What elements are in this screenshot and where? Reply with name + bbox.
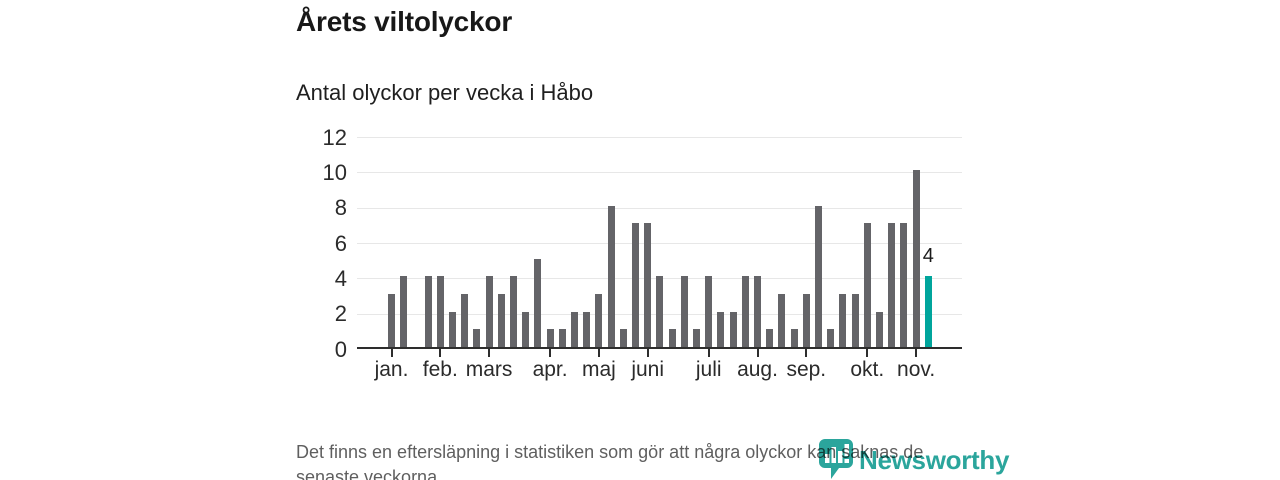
y-tick-label: 6 [334, 230, 347, 256]
x-tick-mars [488, 349, 491, 357]
bar-week-22 [644, 223, 652, 347]
bar-week-38 [839, 294, 847, 347]
x-tick-okt [866, 349, 869, 357]
bar-week-20 [619, 329, 627, 347]
bar-week-6 [449, 311, 456, 347]
bar-week-39 [851, 294, 859, 347]
bar-week-18 [595, 294, 603, 347]
bar-week-34 [790, 329, 798, 347]
bar-week-45 [924, 276, 932, 347]
bar-week-9 [485, 276, 493, 347]
bar-week-7 [461, 294, 469, 347]
bar-week-17 [583, 311, 591, 347]
bar-week-23 [656, 276, 664, 347]
bar-week-15 [558, 329, 566, 347]
x-tick-juli [707, 349, 710, 357]
footer-note-line1: Det finns en eftersläpning i statistiken… [296, 442, 924, 462]
bar-week-1 [388, 294, 395, 347]
newsworthy-logo-icon [819, 439, 853, 479]
bar-week-28 [717, 311, 725, 347]
y-tick-label: 0 [334, 336, 347, 362]
newsworthy-logo-text: Newsworthy [859, 445, 1010, 475]
x-tick-jan [390, 349, 393, 357]
bar-week-14 [546, 329, 554, 347]
x-tick-juni [646, 349, 649, 357]
x-tick-label-maj: maj [581, 358, 616, 381]
footer-note: Det finns en eftersläpning i statistiken… [296, 440, 923, 480]
x-tick-apr [549, 349, 552, 357]
bar-week-12 [522, 311, 530, 347]
x-tick-label-jan: jan. [374, 358, 409, 381]
bar-week-30 [741, 276, 749, 347]
bar-week-26 [693, 329, 700, 347]
highlight-value-label: 4 [922, 245, 934, 268]
bar-week-2 [400, 276, 408, 347]
bar-week-19 [607, 205, 615, 347]
y-tick-label: 8 [334, 195, 347, 221]
bar-week-41 [876, 311, 883, 347]
bar-week-24 [668, 329, 676, 347]
bar-week-42 [888, 223, 896, 347]
bar-week-10 [497, 294, 505, 347]
x-tick-label-apr: apr. [532, 358, 568, 381]
x-tick-label-juni: juni [631, 358, 665, 381]
footer-note-line2: senaste veckorna. [296, 467, 443, 480]
y-tick-label: 12 [322, 124, 347, 150]
y-tick-label: 4 [334, 265, 347, 291]
x-tick-maj [597, 349, 600, 357]
gridline-y6 [357, 243, 962, 244]
bar-week-5 [436, 276, 444, 347]
newsworthy-logo: Newsworthy [817, 437, 1009, 480]
x-tick-label-nov: nov. [897, 358, 936, 381]
chart-subtitle: Antal olyckor per vecka i Håbo [296, 80, 594, 105]
x-tick-label-sep: sep. [786, 358, 827, 381]
bar-week-21 [632, 223, 639, 347]
bar-week-13 [534, 258, 542, 347]
x-tick-aug [756, 349, 759, 357]
bar-week-16 [571, 311, 578, 347]
bar-week-8 [473, 329, 481, 347]
bar-chart-plot-area: 0 2 4 6 8 10 12 jan. feb. mars apr. maj juni juli aug.… [323, 125, 962, 381]
y-tick-label: 10 [322, 159, 347, 185]
x-tick-label-okt: okt. [850, 358, 885, 381]
x-tick-label-feb: feb. [422, 358, 458, 381]
bar-week-36 [815, 205, 822, 347]
bar-week-4 [424, 276, 432, 347]
bar-week-33 [778, 294, 786, 347]
bar-week-43 [900, 223, 908, 347]
x-tick-label-mars: mars [465, 358, 513, 381]
x-tick-feb [439, 349, 442, 357]
bar-week-11 [510, 276, 517, 347]
bar-week-37 [827, 329, 835, 347]
gridline-y12 [357, 137, 962, 138]
chart-title: Årets viltolyckor [296, 6, 513, 37]
bar-week-31 [754, 276, 761, 347]
x-tick-sep [805, 349, 808, 357]
bar-week-40 [863, 223, 871, 347]
y-tick-label: 2 [334, 301, 347, 327]
bar-week-35 [802, 294, 810, 347]
x-tick-label-juli: juli [695, 358, 722, 381]
bar-week-29 [729, 311, 737, 347]
bar-week-32 [766, 329, 774, 347]
bar-week-27 [705, 276, 713, 347]
bar-week-44 [912, 170, 920, 347]
x-tick-nov [915, 349, 918, 357]
x-tick-label-aug: aug. [737, 358, 778, 381]
bar-week-25 [680, 276, 688, 347]
gridline-y10 [357, 172, 962, 174]
gridline-y8 [357, 207, 962, 209]
